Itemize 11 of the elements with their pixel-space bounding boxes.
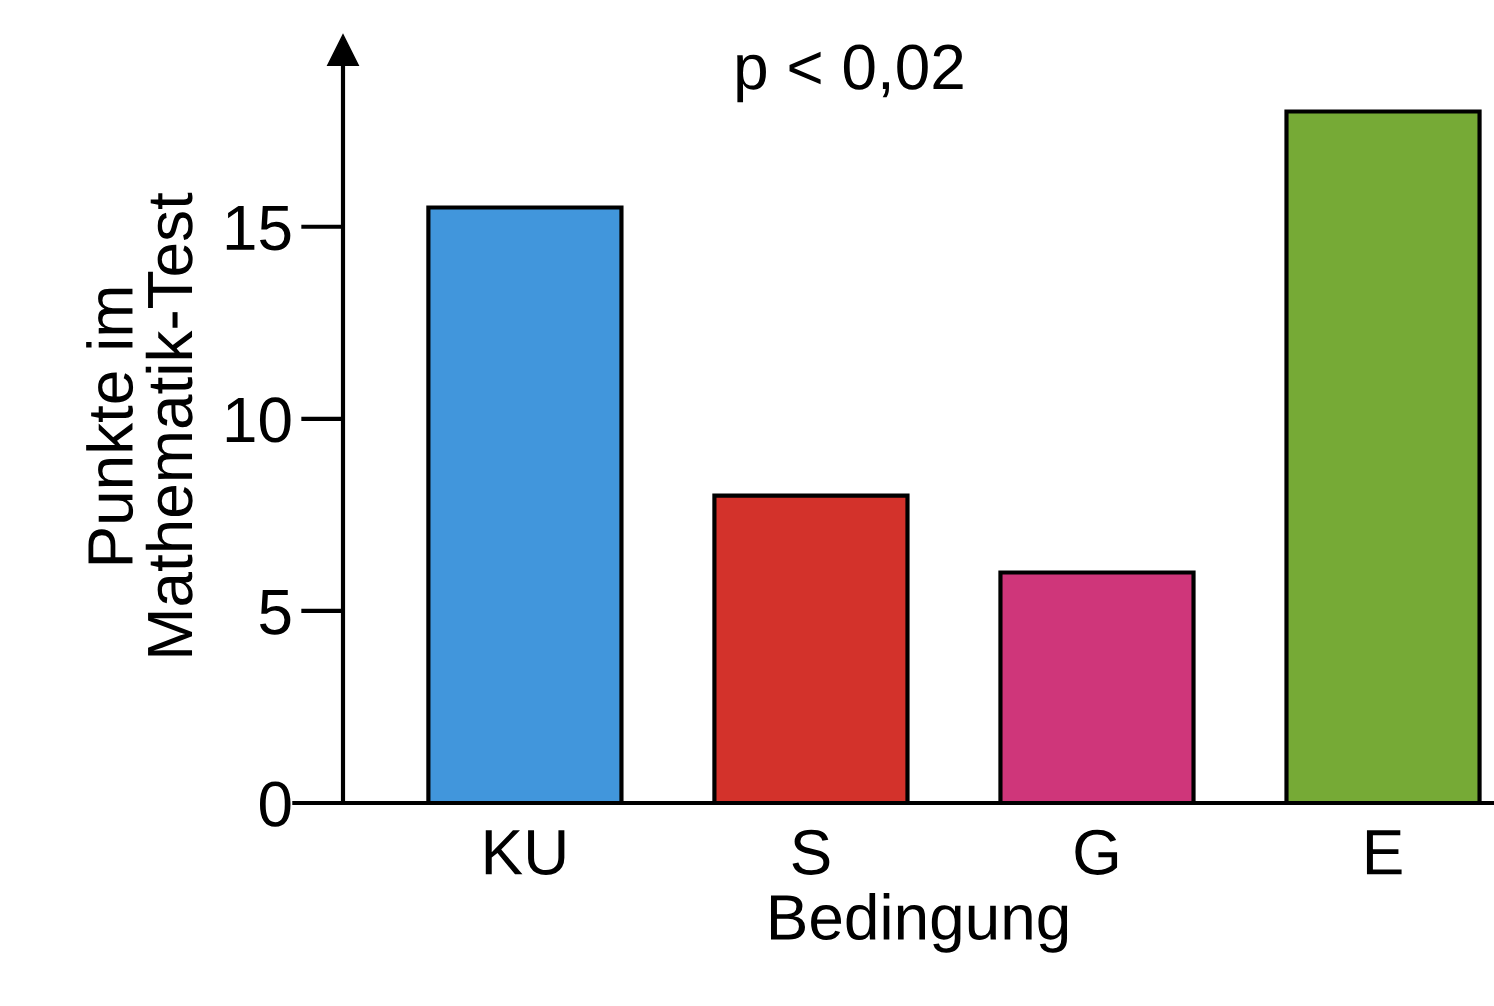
annotation: p < 0,02	[737, 44, 963, 103]
x-tick-label: KU	[485, 830, 565, 875]
x-tick-label: G	[1075, 829, 1118, 875]
x-tick-label: S	[792, 829, 830, 875]
x-tick-label: E	[1366, 830, 1402, 875]
y-tick-label: 10	[226, 397, 291, 443]
y-tick-label: 15	[226, 205, 291, 251]
y-axis-title: Punkte im Mathematik-Test	[86, 192, 193, 656]
y-tick-label: 0	[259, 781, 291, 827]
y-tick-label: 5	[260, 590, 291, 635]
x-axis-title: Bedingung	[770, 893, 1068, 953]
